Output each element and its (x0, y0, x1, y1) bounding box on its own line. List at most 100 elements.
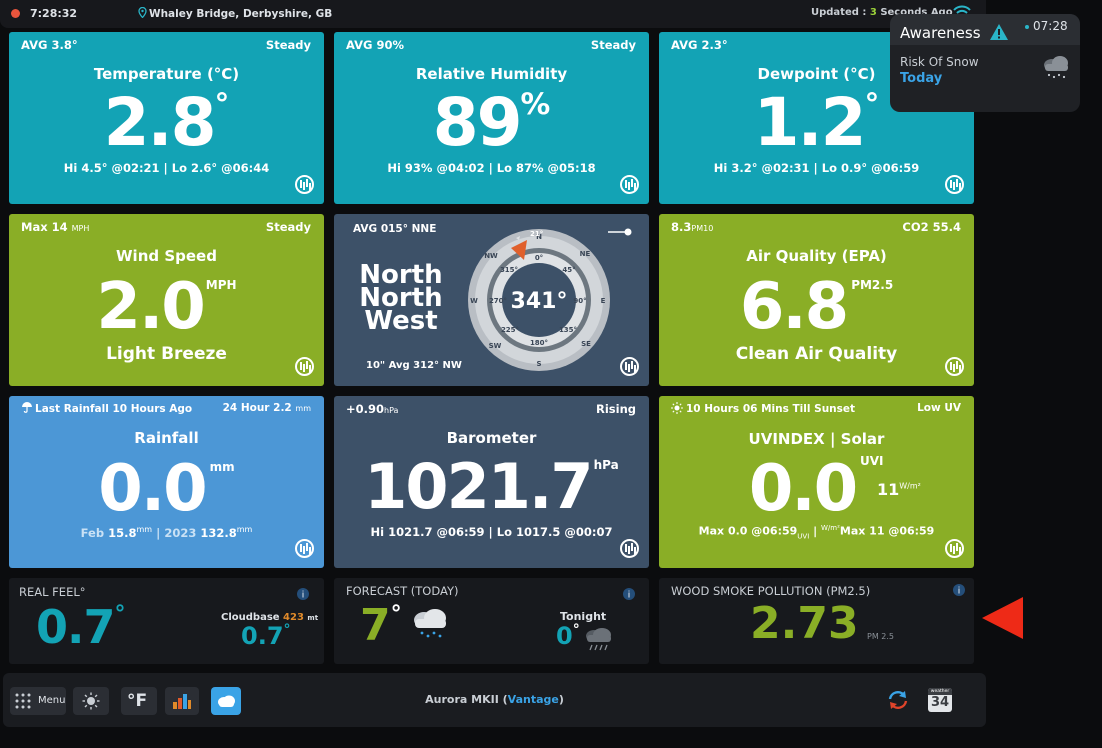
cardinal-w: W (470, 297, 478, 305)
rain-value-wrap: 0.0 mm (9, 452, 324, 526)
air-quality-card[interactable]: 8.3PM10 CO2 55.4 Air Quality (EPA) 6.8 PM… (659, 214, 974, 386)
forecast-tonight-wrap: 0° (556, 622, 580, 650)
cardinal-n: N (536, 233, 542, 241)
compass-word-1: North (359, 260, 443, 290)
updated-count: 3 (869, 7, 877, 18)
air-value: 6.8 (739, 270, 849, 344)
humidity-value: 89 (432, 84, 523, 161)
bottom-bar: Menu °F Aurora MKII (Vantage) weather 34 (3, 673, 986, 727)
sun-icon (671, 402, 683, 414)
chart-icon[interactable] (945, 539, 964, 558)
calendar-month: weather (928, 688, 952, 695)
uv-solar-wrap: 11W/m² (877, 480, 921, 499)
cardinal-sw: SW (489, 342, 502, 350)
ring-270: 270° (489, 297, 507, 305)
realfeel-value2: 0.7 (241, 622, 284, 650)
awareness-dot-icon (1025, 25, 1029, 29)
chart-icon[interactable] (620, 357, 639, 376)
charts-button[interactable] (165, 687, 199, 715)
info-icon[interactable]: i (622, 587, 636, 601)
cloud-icon (218, 695, 235, 707)
humidity-unit: % (520, 86, 551, 122)
location[interactable]: Whaley Bridge, Derbyshire, GB (138, 6, 332, 20)
air-desc: Clean Air Quality (735, 344, 898, 364)
chart-icon[interactable] (620, 539, 639, 558)
compass-card[interactable]: AVG 015° NNE North North West 10" Avg 31… (334, 214, 649, 386)
humidity-value-wrap: 89% (334, 84, 649, 161)
bar-chart-icon (173, 694, 191, 709)
rain-year-unit: mm (236, 525, 253, 534)
air-value-wrap: 6.8 PM2.5 (659, 270, 974, 344)
awareness-panel[interactable]: Awareness 07:28 Risk Of Snow Today (890, 14, 1080, 112)
uv-card[interactable]: 10 Hours 06 Mins Till Sunset Low UV UVIN… (659, 396, 974, 568)
wind-unit: MPH (205, 278, 237, 292)
compass-degrees: 341° (511, 289, 568, 314)
realfeel-unit2: ° (283, 622, 291, 638)
chart-icon[interactable] (945, 175, 964, 194)
dewpoint-card[interactable]: AVG 2.3° Dewpoint (°C) 1.2° Hi 3.2° @02:… (659, 32, 974, 204)
ring-45: 45° (562, 266, 575, 274)
realfeel-card[interactable]: REAL FEEL° i 0.7° Cloudbase 423 mt 0.7° (9, 578, 324, 664)
clock-time: 7:28:32 (30, 7, 78, 20)
info-icon[interactable]: i (952, 583, 966, 597)
smoke-card[interactable]: WOOD SMOKE POLLUTION (PM2.5) i 2.73 PM 2… (659, 578, 974, 664)
svg-text:i: i (628, 591, 631, 601)
realfeel-value2-wrap: 0.7° (241, 622, 291, 650)
baro-unit: hPa (593, 458, 619, 472)
ring-225: 225° (501, 326, 519, 334)
forecast-card[interactable]: FORECAST (TODAY) i 7° Tonight 0° (334, 578, 649, 664)
forecast-temp-wrap: 7° (360, 600, 402, 651)
brightness-button[interactable] (73, 687, 109, 715)
smoke-title: WOOD SMOKE POLLUTION (PM2.5) (671, 584, 871, 598)
dewpoint-value-wrap: 1.2° (659, 84, 974, 161)
rainfall-card[interactable]: Last Rainfall 10 Hours Ago 24 Hour 2.2 m… (9, 396, 324, 568)
toggle-icon[interactable] (606, 226, 634, 238)
chart-icon[interactable] (945, 357, 964, 376)
compass-word-3: West (364, 306, 438, 336)
baro-value: 1021.7 (364, 450, 593, 523)
dewpoint-hilo: Hi 3.2° @02:31 | Lo 0.9° @06:59 (713, 161, 920, 175)
rain-feb-value: 15.8 (108, 525, 137, 540)
gust-marker-icon (516, 236, 520, 240)
rain-24h: 24 Hour 2.2 (222, 402, 292, 414)
ring-315: 315° (500, 266, 518, 274)
baro-delta-unit: hPa (384, 406, 399, 415)
calendar-button[interactable]: weather 34 (928, 688, 952, 712)
awareness-when: Today (900, 71, 943, 86)
forecast-tonight-unit: ° (572, 622, 580, 638)
humidity-card[interactable]: AVG 90% Steady Relative Humidity 89% Hi … (334, 32, 649, 204)
units-button[interactable]: °F (121, 687, 157, 715)
temperature-avg: AVG 3.8° (21, 38, 78, 52)
rain-last: Last Rainfall 10 Hours Ago (35, 403, 193, 415)
rain-cloud-icon (414, 609, 446, 638)
wind-card[interactable]: Max 14 MPH Steady Wind Speed 2.0 MPH Ligh… (9, 214, 324, 386)
uv-unit: UVI (860, 454, 884, 468)
temperature-card[interactable]: AVG 3.8° Steady Temperature (°C) 2.8° Hi… (9, 32, 324, 204)
info-icon[interactable]: i (296, 587, 310, 601)
rain-feb-unit: mm (136, 525, 153, 534)
wind-max-unit: MPH (71, 224, 90, 233)
humidity-avg: AVG 90% (346, 38, 404, 52)
refresh-icon[interactable] (887, 690, 909, 710)
station-prefix: Aurora MKII ( (425, 693, 508, 706)
chart-icon[interactable] (620, 175, 639, 194)
temperature-hilo: Hi 4.5° @02:21 | Lo 2.6° @06:44 (63, 161, 270, 175)
uv-title: UVINDEX | Solar (748, 430, 885, 448)
uv-max: Max 0.0 @06:59UVI | W/m²Max 11 @06:59 (698, 524, 935, 541)
realfeel-unit: ° (114, 602, 126, 627)
calendar-day: 34 (930, 695, 950, 710)
rain-year-label: 2023 (164, 525, 197, 540)
station-suffix: ) (558, 693, 564, 706)
chart-icon[interactable] (295, 175, 314, 194)
menu-button[interactable]: Menu (10, 687, 66, 715)
awareness-header (890, 14, 1080, 45)
barometer-card[interactable]: +0.90hPa Rising Barometer 1021.7 hPa Hi 1… (334, 396, 649, 568)
updated-status: Updated : 3 Seconds Ago (811, 7, 953, 18)
weather-app-button[interactable] (211, 687, 241, 715)
wind-direction-pointer-icon (511, 240, 527, 260)
temperature-value: 2.8 (103, 84, 217, 161)
chart-icon[interactable] (295, 357, 314, 376)
snow-cloud-icon (1044, 56, 1068, 79)
chart-icon[interactable] (295, 539, 314, 558)
cloudbase-label: Cloudbase (221, 612, 280, 623)
